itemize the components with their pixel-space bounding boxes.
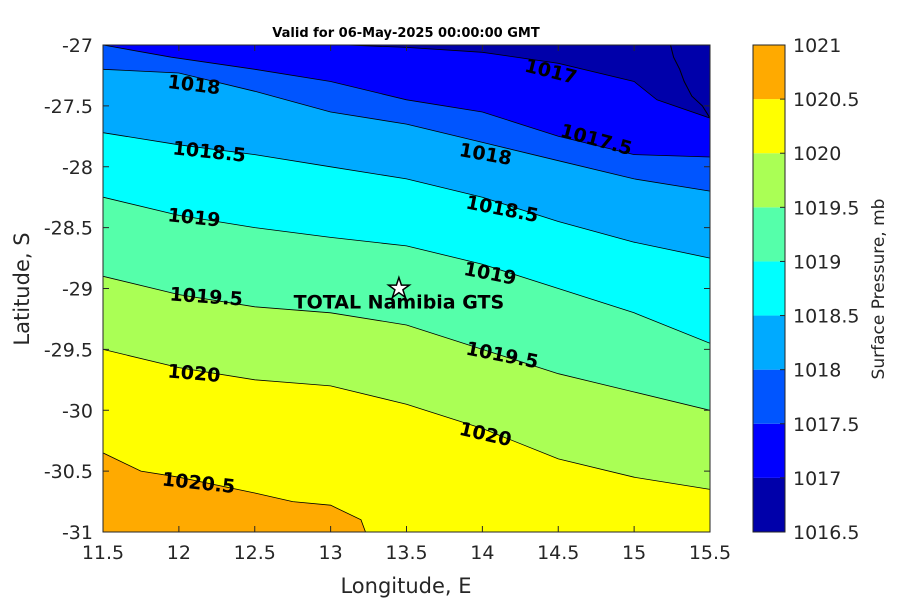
colorbar-swatch [753, 369, 785, 424]
y-axis-ticks: -27 -27.5 -28 -28.5 -29 -29.5 -30 -30.5 -31 [44, 35, 710, 544]
colorbar-label: Surface Pressure, mb [869, 199, 889, 380]
plot-area [103, 45, 710, 532]
contour-line [103, 349, 710, 490]
colorbar-swatch [753, 153, 785, 208]
colorbar-swatch [753, 99, 785, 154]
band-fill [103, 452, 366, 532]
colorbar-tick-label: 1019 [793, 251, 841, 273]
colorbar-swatch [753, 261, 785, 316]
site-label: TOTAL Namibia GTS [294, 292, 505, 314]
x-tick-label: 13.5 [385, 542, 427, 564]
contour-line [103, 45, 710, 158]
colorbar-swatch [753, 45, 785, 100]
y-axis-label: Latitude, S [10, 232, 34, 345]
colorbar-tick-label: 1017 [793, 468, 841, 490]
y-tick-label: -31 [62, 522, 93, 544]
y-tick-label: -28 [62, 157, 93, 179]
colorbar-tick-label: 1018.5 [793, 306, 859, 328]
colorbar-tick-label: 1017.5 [793, 414, 859, 436]
x-tick-label: 13 [319, 542, 343, 564]
site-star [386, 275, 412, 300]
contour-label: 1020 [167, 360, 222, 387]
contour-line [103, 196, 710, 344]
x-tick-label: 15.5 [689, 542, 731, 564]
colorbar-tick-label: 1016.5 [793, 522, 859, 544]
colorbar-swatch [753, 315, 785, 370]
x-tick-label: 14 [470, 542, 494, 564]
x-tick-label: 14.5 [537, 542, 579, 564]
colorbar-tick-label: 1020.5 [793, 89, 859, 111]
y-tick-label: -27.5 [44, 96, 93, 118]
y-tick-label: -28.5 [44, 218, 93, 240]
x-tick-label: 12.5 [234, 542, 276, 564]
contour-line [103, 132, 710, 259]
x-axis-ticks: 11.5 12 12.5 13 13.5 14 14.5 15 15.5 [82, 45, 731, 564]
x-tick-label: 15 [622, 542, 646, 564]
colorbar-tick-label: 1020 [793, 143, 841, 165]
x-axis-label: Longitude, E [340, 574, 471, 598]
x-tick-label: 12 [167, 542, 191, 564]
contour-label: 1019.5 [169, 283, 244, 310]
colorbar-tick-label: 1018 [793, 360, 841, 382]
y-tick-label: -29.5 [44, 339, 93, 361]
y-tick-label: -27 [62, 35, 93, 57]
y-tick-label: -30 [62, 400, 93, 422]
contour-line [103, 452, 366, 532]
contour-line [103, 68, 710, 192]
coastline [670, 45, 710, 119]
colorbar-swatch [753, 477, 785, 532]
chart-title: Valid for 06-May-2025 00:00:00 GMT [272, 26, 540, 41]
contour-line [103, 275, 710, 411]
colorbar: 1021 1020.5 1020 1019.5 1019 1018.5 1018 1017.5… [752, 35, 859, 544]
colorbar-frame [752, 44, 786, 533]
band-fill [103, 349, 710, 532]
contour-label: 1019 [167, 204, 222, 231]
colorbar-tick-label: 1021 [793, 35, 841, 57]
colorbar-swatch [753, 207, 785, 262]
x-tick-label: 11.5 [82, 542, 124, 564]
y-tick-label: -30.5 [44, 461, 93, 483]
colorbar-tick-label: 1019.5 [793, 197, 859, 219]
site-marker: TOTAL Namibia GTS [294, 275, 505, 314]
colorbar-swatch [753, 423, 785, 478]
y-tick-label: -29 [62, 279, 93, 301]
